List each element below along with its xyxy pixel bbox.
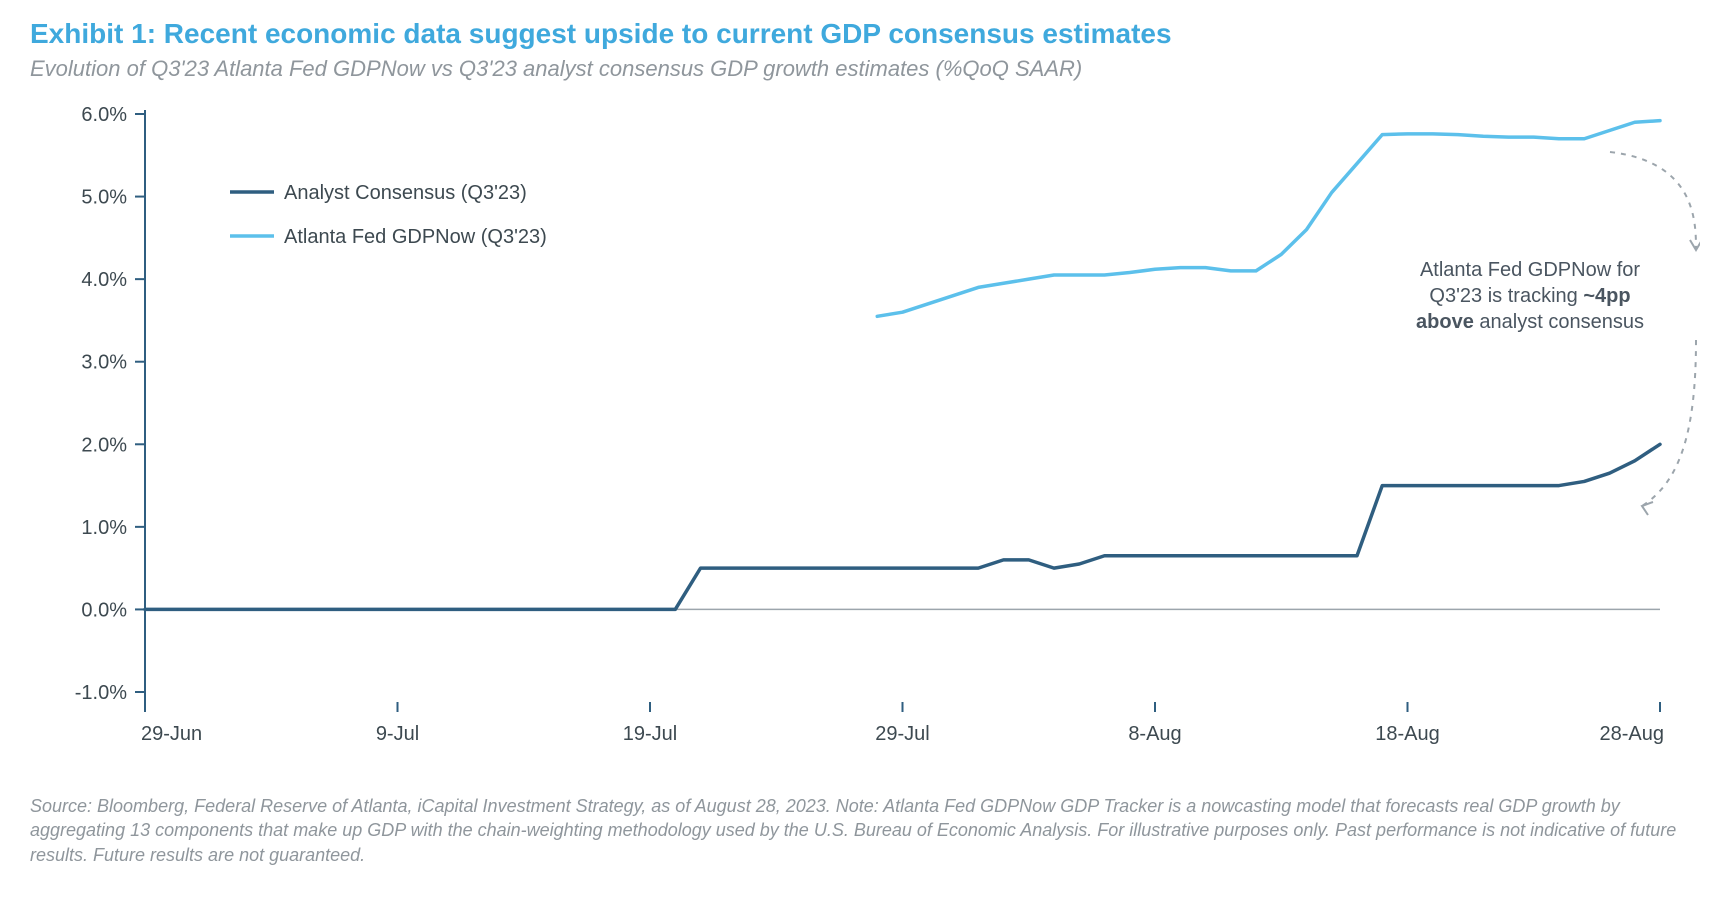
svg-text:29-Jun: 29-Jun xyxy=(141,723,202,745)
exhibit-title: Exhibit 1: Recent economic data suggest … xyxy=(30,18,1700,50)
exhibit-subtitle: Evolution of Q3'23 Atlanta Fed GDPNow vs… xyxy=(30,56,1700,82)
svg-text:8-Aug: 8-Aug xyxy=(1128,723,1181,745)
svg-text:3.0%: 3.0% xyxy=(81,352,127,374)
exhibit-footnote: Source: Bloomberg, Federal Reserve of At… xyxy=(30,794,1700,867)
svg-text:5.0%: 5.0% xyxy=(81,187,127,209)
svg-text:0.0%: 0.0% xyxy=(81,599,127,621)
svg-text:Analyst Consensus (Q3'23): Analyst Consensus (Q3'23) xyxy=(284,182,527,204)
exhibit-container: Exhibit 1: Recent economic data suggest … xyxy=(0,0,1730,920)
svg-text:1.0%: 1.0% xyxy=(81,517,127,539)
svg-text:19-Jul: 19-Jul xyxy=(623,723,677,745)
chart-area: -1.0% 0.0% 1.0% 2.0% 3.0% 4.0% 5.0% 6.0% 29-Jun 9… xyxy=(30,92,1700,772)
svg-text:28-Aug: 28-Aug xyxy=(1600,723,1665,745)
svg-text:6.0%: 6.0% xyxy=(81,104,127,126)
svg-text:29-Jul: 29-Jul xyxy=(875,723,929,745)
svg-text:4.0%: 4.0% xyxy=(81,269,127,291)
svg-text:Atlanta Fed GDPNow (Q3'23): Atlanta Fed GDPNow (Q3'23) xyxy=(284,226,547,248)
svg-text:18-Aug: 18-Aug xyxy=(1375,723,1440,745)
chart-annotation-text: Atlanta Fed GDPNow forQ3'23 is tracking … xyxy=(1400,257,1660,335)
svg-text:9-Jul: 9-Jul xyxy=(376,723,419,745)
gdp-line-chart: -1.0% 0.0% 1.0% 2.0% 3.0% 4.0% 5.0% 6.0% 29-Jun 9… xyxy=(30,92,1700,772)
svg-text:2.0%: 2.0% xyxy=(81,434,127,456)
svg-text:-1.0%: -1.0% xyxy=(75,682,127,704)
